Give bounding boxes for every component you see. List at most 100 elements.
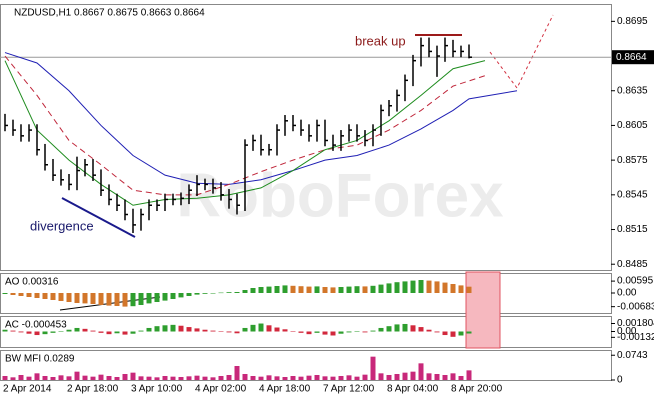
histogram-bar xyxy=(426,329,432,332)
histogram-bar xyxy=(202,376,208,380)
histogram-bar xyxy=(442,282,448,293)
histogram-bar xyxy=(210,377,216,380)
histogram-bar xyxy=(66,329,72,332)
histogram-bar xyxy=(290,285,296,293)
x-tick-label: 4 Apr 02:00 xyxy=(195,384,247,395)
histogram-bar xyxy=(114,377,120,380)
histogram-bar xyxy=(194,328,200,332)
histogram-bar xyxy=(34,331,40,336)
histogram-bar xyxy=(234,331,240,334)
x-tick-label: 2 Apr 2014 xyxy=(3,384,52,395)
histogram-bar xyxy=(130,331,136,334)
moving-average xyxy=(4,52,518,185)
histogram-bar xyxy=(2,329,8,332)
histogram-bar xyxy=(90,330,96,332)
histogram-bar xyxy=(338,331,344,334)
histogram-bar xyxy=(450,373,456,380)
histogram-bar xyxy=(250,324,256,332)
histogram-bar xyxy=(298,376,304,380)
panel-title: AO 0.00316 xyxy=(5,277,59,288)
histogram-bar xyxy=(178,325,184,332)
histogram-bar xyxy=(154,377,160,380)
histogram-bar xyxy=(298,286,304,293)
histogram-bar xyxy=(162,325,168,332)
histogram-bar xyxy=(394,282,400,293)
histogram-bar xyxy=(18,331,24,333)
histogram-bar xyxy=(290,376,296,380)
histogram-bar xyxy=(170,293,176,299)
highlight-box xyxy=(465,271,501,349)
histogram-bar xyxy=(266,286,272,293)
watermark: RoboForex xyxy=(176,161,504,230)
histogram-bar xyxy=(338,287,344,293)
histogram-bar xyxy=(218,331,224,332)
histogram-bar xyxy=(442,331,448,336)
histogram-bar xyxy=(18,375,24,380)
histogram-bar xyxy=(42,376,48,380)
ac-panel xyxy=(0,316,612,348)
histogram-bar xyxy=(362,374,368,380)
y-tick-label: 0.8695 xyxy=(617,16,648,27)
histogram-bar xyxy=(170,376,176,380)
x-tick-label: 3 Apr 10:00 xyxy=(131,384,183,395)
histogram-bar xyxy=(458,285,464,293)
divergence-line xyxy=(61,197,136,238)
x-tick-label: 4 Apr 18:00 xyxy=(259,384,311,395)
histogram-bar xyxy=(330,376,336,380)
histogram-bar xyxy=(314,286,320,293)
histogram-bar xyxy=(114,331,120,334)
histogram-bar xyxy=(378,284,384,293)
histogram-bar xyxy=(10,330,16,332)
histogram-bar xyxy=(178,377,184,380)
histogram-bar xyxy=(314,331,320,333)
histogram-bar xyxy=(282,329,288,332)
histogram-bar xyxy=(306,286,312,293)
histogram-bar xyxy=(74,371,80,380)
current-price-label: 0.8664 xyxy=(616,52,647,63)
histogram-bar xyxy=(106,376,112,380)
histogram-bar xyxy=(402,323,408,332)
histogram-bar xyxy=(298,331,304,333)
histogram-bar xyxy=(138,330,144,332)
histogram-bar xyxy=(394,324,400,332)
histogram-bar xyxy=(50,331,56,333)
histogram-bar xyxy=(178,293,184,298)
panel-title: BW MFI 0.0289 xyxy=(5,354,75,365)
histogram-bar xyxy=(266,375,272,380)
histogram-bar xyxy=(2,376,8,380)
histogram-bar xyxy=(402,281,408,293)
histogram-bar xyxy=(66,376,72,380)
histogram-bar xyxy=(410,325,416,332)
histogram-bar xyxy=(82,328,88,332)
histogram-bar xyxy=(18,293,24,296)
histogram-bar xyxy=(226,331,232,333)
histogram-bar xyxy=(186,376,192,380)
annotation: break up xyxy=(355,33,406,48)
histogram-bar xyxy=(290,331,296,332)
histogram-bar xyxy=(362,286,368,293)
histogram-bar xyxy=(346,286,352,293)
histogram-bar xyxy=(274,327,280,332)
histogram-bar xyxy=(170,324,176,332)
histogram-bar xyxy=(146,327,152,332)
histogram-bar xyxy=(106,293,112,306)
y-tick-label: 0.8635 xyxy=(617,85,648,96)
histogram-bar xyxy=(26,376,32,380)
histogram-bar xyxy=(386,326,392,332)
histogram-bar xyxy=(114,293,120,306)
histogram-bar xyxy=(226,375,232,380)
histogram-bar xyxy=(242,290,248,293)
histogram-bar xyxy=(434,281,440,293)
histogram-bar xyxy=(258,376,264,380)
histogram-bar xyxy=(58,293,64,301)
y-tick-label: 0.8485 xyxy=(617,259,648,270)
histogram-bar xyxy=(402,372,408,380)
histogram-bar xyxy=(322,376,328,380)
histogram-bar xyxy=(10,293,16,295)
annotation: divergence xyxy=(30,218,94,233)
histogram-bar xyxy=(186,327,192,332)
histogram-bar xyxy=(202,329,208,332)
histogram-bar xyxy=(210,330,216,332)
histogram-bar xyxy=(82,375,88,380)
